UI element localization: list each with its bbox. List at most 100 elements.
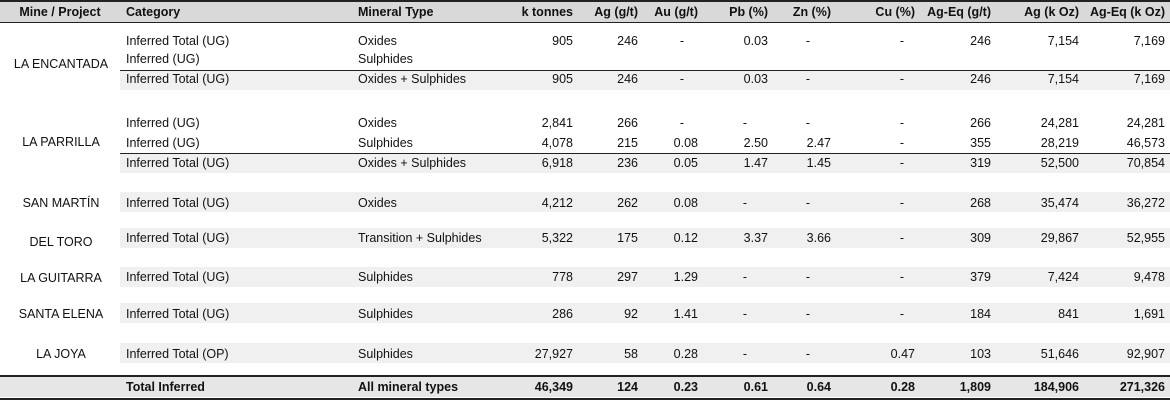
value-cell: 309 bbox=[970, 231, 991, 245]
mineral-type-cell: Oxides + Sulphides bbox=[358, 72, 467, 86]
mineral-type-cell: Sulphides bbox=[358, 307, 413, 321]
value-cell: 286 bbox=[552, 307, 573, 321]
column-header: Cu (%) bbox=[875, 5, 915, 19]
value-cell: 1.29 bbox=[673, 270, 698, 284]
value-cell: 246 bbox=[617, 72, 638, 86]
header-row bbox=[0, 0, 1170, 22]
value-cell: - bbox=[805, 270, 811, 284]
value-cell: 0.08 bbox=[673, 196, 698, 210]
value-cell: - bbox=[899, 116, 905, 130]
value-cell: 175 bbox=[617, 231, 638, 245]
value-cell: 92 bbox=[624, 307, 638, 321]
value-cell: 29,867 bbox=[1040, 231, 1079, 245]
header-top-rule bbox=[0, 0, 1170, 2]
total-value-cell: 124 bbox=[617, 380, 638, 394]
value-cell: - bbox=[899, 270, 905, 284]
value-cell: - bbox=[899, 231, 905, 245]
mineral-type-cell: Oxides bbox=[358, 116, 397, 130]
category-cell: Inferred (UG) bbox=[126, 136, 200, 150]
mineral-type-cell: Transition + Sulphides bbox=[358, 231, 482, 245]
value-cell: - bbox=[899, 307, 905, 321]
value-cell: 24,281 bbox=[1126, 116, 1165, 130]
value-cell: 1,691 bbox=[1133, 307, 1165, 321]
value-cell: 0.28 bbox=[673, 347, 698, 361]
column-header: Pb (%) bbox=[729, 5, 768, 19]
value-cell: 5,322 bbox=[541, 231, 573, 245]
value-cell: 52,955 bbox=[1126, 231, 1165, 245]
value-cell: 2,841 bbox=[541, 116, 573, 130]
value-cell: - bbox=[805, 34, 811, 48]
category-cell: Inferred Total (OP) bbox=[126, 347, 229, 361]
header-bottom-rule bbox=[0, 22, 1170, 23]
value-cell: 246 bbox=[970, 34, 991, 48]
mineral-type-cell: Oxides bbox=[358, 196, 397, 210]
row-band bbox=[120, 343, 1170, 363]
value-cell: 1.47 bbox=[743, 156, 768, 170]
value-cell: 7,424 bbox=[1047, 270, 1079, 284]
value-cell: 0.12 bbox=[673, 231, 698, 245]
total-value-cell: All mineral types bbox=[358, 380, 459, 394]
category-cell: Inferred (UG) bbox=[126, 52, 200, 66]
value-cell: 268 bbox=[970, 196, 991, 210]
category-cell: Inferred Total (UG) bbox=[126, 196, 230, 210]
mineral-type-cell: Oxides bbox=[358, 34, 397, 48]
value-cell: 52,500 bbox=[1040, 156, 1079, 170]
row-band bbox=[120, 228, 1170, 248]
value-cell: - bbox=[805, 72, 811, 86]
mineral-type-cell: Sulphides bbox=[358, 52, 413, 66]
row-band bbox=[120, 303, 1170, 323]
total-value-cell: 0.28 bbox=[890, 380, 915, 394]
mineral-type-cell: Sulphides bbox=[358, 270, 413, 284]
column-header: Mine / Project bbox=[19, 5, 101, 19]
value-cell: 905 bbox=[552, 72, 573, 86]
total-label: Total Inferred bbox=[126, 380, 205, 394]
mine-name: LA PARRILLA bbox=[22, 135, 100, 149]
value-cell: 9,478 bbox=[1133, 270, 1165, 284]
category-cell: Inferred Total (UG) bbox=[126, 72, 230, 86]
total-value-cell: 0.64 bbox=[806, 380, 831, 394]
value-cell: 4,212 bbox=[541, 196, 573, 210]
column-header: Ag-Eq (k Oz) bbox=[1090, 5, 1165, 19]
value-cell: 27,927 bbox=[534, 347, 573, 361]
mine-name: LA ENCANTADA bbox=[13, 57, 109, 71]
value-cell: 246 bbox=[970, 72, 991, 86]
total-value-cell: 0.61 bbox=[743, 380, 768, 394]
total-value-cell: 184,906 bbox=[1033, 380, 1079, 394]
value-cell: - bbox=[805, 307, 811, 321]
category-cell: Inferred Total (UG) bbox=[126, 231, 230, 245]
value-cell: 2.50 bbox=[743, 136, 768, 150]
value-cell: 0.03 bbox=[743, 34, 768, 48]
value-cell: 4,078 bbox=[541, 136, 573, 150]
value-cell: - bbox=[742, 116, 748, 130]
value-cell: - bbox=[805, 196, 811, 210]
category-cell: Inferred (UG) bbox=[126, 116, 200, 130]
value-cell: 262 bbox=[617, 196, 638, 210]
total-top-rule bbox=[0, 375, 1170, 377]
value-cell: 0.47 bbox=[890, 347, 915, 361]
value-cell: - bbox=[805, 116, 811, 130]
value-cell: 1.45 bbox=[806, 156, 831, 170]
value-cell: - bbox=[679, 72, 685, 86]
value-cell: - bbox=[899, 34, 905, 48]
mine-name: LA GUITARRA bbox=[20, 271, 102, 285]
mineral-type-cell: Sulphides bbox=[358, 347, 413, 361]
mine-name: SANTA ELENA bbox=[18, 307, 104, 321]
value-cell: 1.41 bbox=[673, 307, 698, 321]
mineral-type-cell: Sulphides bbox=[358, 136, 413, 150]
value-cell: 28,219 bbox=[1040, 136, 1079, 150]
mine-name: SAN MARTÍN bbox=[22, 196, 100, 210]
value-cell: 266 bbox=[617, 116, 638, 130]
value-cell: - bbox=[805, 347, 811, 361]
value-cell: 184 bbox=[970, 307, 991, 321]
value-cell: - bbox=[742, 196, 748, 210]
value-cell: 6,918 bbox=[541, 156, 573, 170]
row-band bbox=[120, 192, 1170, 212]
mine-name: LA JOYA bbox=[36, 347, 86, 361]
column-header: Ag (g/t) bbox=[594, 5, 638, 19]
row-band bbox=[120, 267, 1170, 287]
column-header: Zn (%) bbox=[792, 5, 831, 19]
row-band bbox=[120, 153, 1170, 173]
value-cell: - bbox=[679, 34, 685, 48]
value-cell: - bbox=[899, 196, 905, 210]
